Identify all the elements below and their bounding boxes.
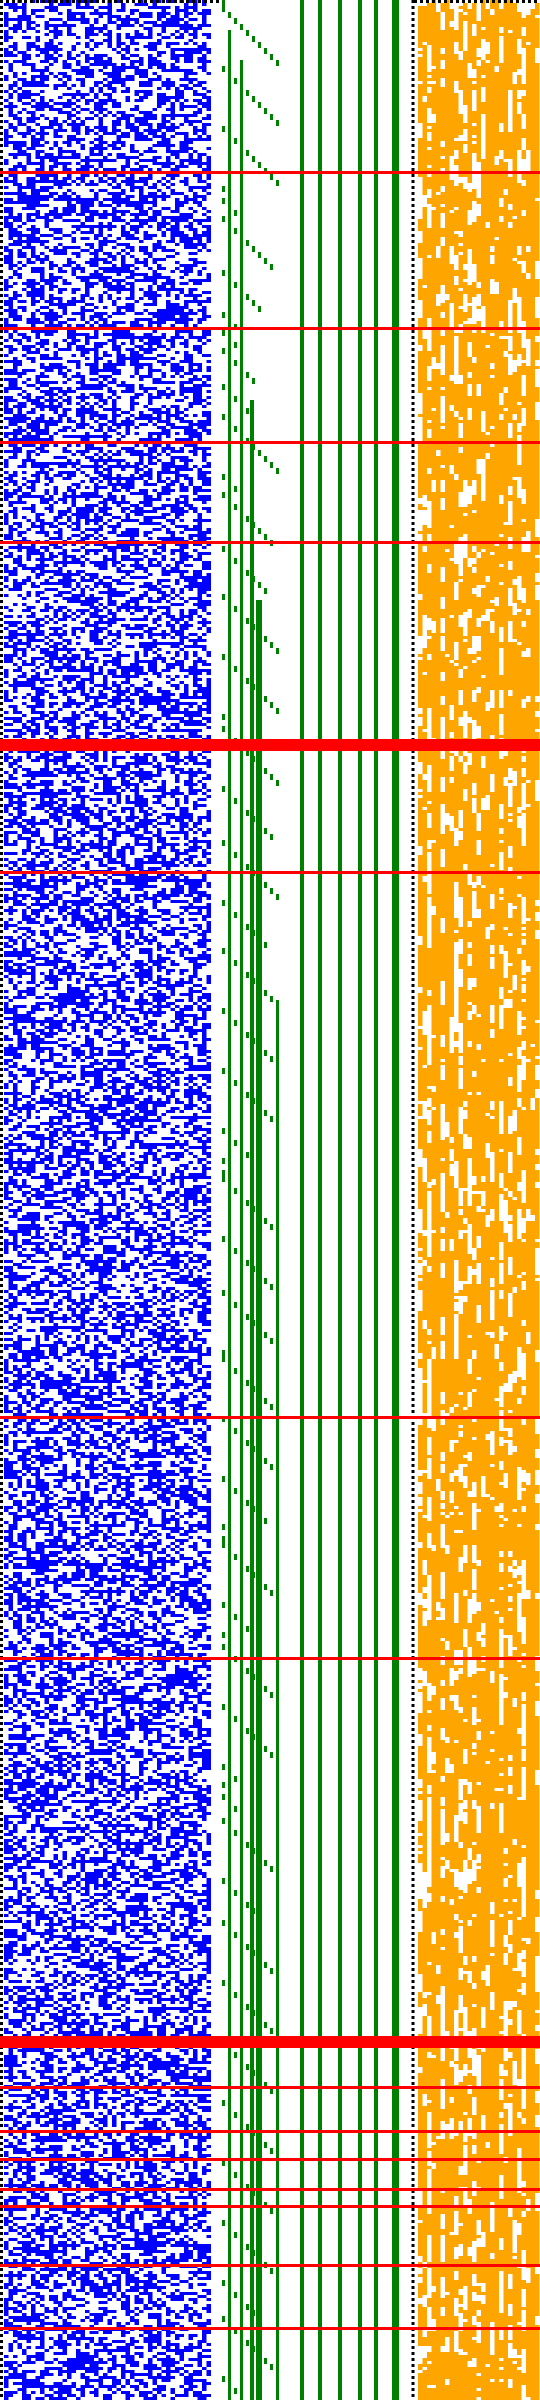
thin-separator-8 <box>0 2130 540 2133</box>
thin-separator-11 <box>0 2205 540 2208</box>
green-vertical-line-7 <box>338 0 342 2400</box>
green-vertical-line-8 <box>358 0 362 2400</box>
green-vertical-line-6 <box>318 0 322 2400</box>
orange-bit-cells <box>418 0 540 2400</box>
blue-bit-cells <box>4 0 211 2400</box>
green-staircase-columns <box>222 0 399 2400</box>
thin-separator-10 <box>0 2188 540 2191</box>
green-vertical-line-3 <box>256 600 262 2400</box>
thin-separator-1 <box>0 327 540 330</box>
thin-separator-9 <box>0 2158 540 2161</box>
green-vertical-line-9 <box>374 0 378 2400</box>
thick-separator-1 <box>0 2036 540 2048</box>
green-vertical-line-0 <box>228 30 231 2400</box>
thin-separator-4 <box>0 871 540 874</box>
red-separator-lines <box>0 171 540 2330</box>
thin-separator-12 <box>0 2264 540 2267</box>
green-vertical-line-5 <box>300 0 304 2400</box>
thick-separator-0 <box>0 739 540 751</box>
thin-separator-7 <box>0 2086 540 2089</box>
green-vertical-line-2 <box>250 400 254 2400</box>
thin-separator-13 <box>0 2327 540 2330</box>
thin-separator-0 <box>0 171 540 174</box>
thin-separator-3 <box>0 541 540 544</box>
thin-separator-5 <box>0 1416 540 1419</box>
green-vertical-line-1 <box>240 60 243 2400</box>
green-vertical-line-10 <box>392 0 399 2400</box>
thin-separator-6 <box>0 1657 540 1660</box>
blue-bit-matrix <box>4 0 211 2400</box>
thin-separator-2 <box>0 441 540 444</box>
orange-bit-matrix <box>418 0 540 2400</box>
green-vertical-line-4 <box>276 1000 279 2400</box>
